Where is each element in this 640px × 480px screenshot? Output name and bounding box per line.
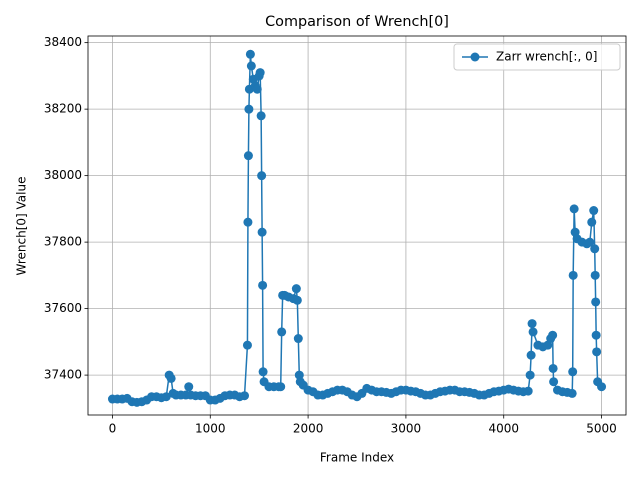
data-point	[548, 330, 558, 340]
data-point	[585, 237, 595, 247]
data-point	[293, 334, 303, 344]
data-point	[257, 227, 267, 237]
data-point	[243, 217, 253, 227]
data-point	[567, 388, 577, 398]
data-point	[528, 327, 538, 337]
plot-frame	[87, 35, 627, 416]
data-point	[258, 280, 268, 290]
data-point	[292, 295, 302, 305]
y-tick-label: 38000	[44, 168, 82, 182]
data-point	[291, 284, 301, 294]
x-tick-label: 1000	[195, 422, 226, 436]
data-point	[568, 367, 578, 377]
data-point	[568, 270, 578, 280]
data-point	[592, 347, 602, 357]
data-line	[112, 54, 603, 404]
chart-title: Comparison of Wrench[0]	[265, 14, 449, 30]
x-axis-label: Frame Index	[320, 451, 394, 465]
data-point	[240, 391, 250, 401]
y-tick-label: 38200	[44, 102, 82, 116]
data-point	[549, 377, 559, 387]
legend: Zarr wrench[:, 0]	[453, 43, 621, 71]
data-point	[548, 363, 558, 373]
data-point	[244, 104, 254, 114]
data-point	[257, 171, 267, 181]
data-point	[590, 270, 600, 280]
legend-marker	[470, 52, 480, 62]
x-tick-label: 5000	[586, 422, 617, 436]
legend-label: Zarr wrench[:, 0]	[496, 50, 597, 64]
data-point	[255, 68, 265, 78]
y-tick-label: 37600	[44, 301, 82, 315]
data-point	[527, 319, 537, 329]
data-point	[569, 204, 579, 214]
data-point	[258, 367, 268, 377]
data-point	[243, 151, 253, 161]
data-point	[276, 382, 286, 392]
data-point	[597, 382, 607, 392]
y-tick-label: 38400	[44, 35, 82, 49]
data-point	[252, 84, 262, 94]
data-point	[587, 217, 597, 227]
data-point	[161, 392, 171, 402]
data-point	[591, 330, 601, 340]
data-point	[526, 350, 536, 360]
data-point	[589, 206, 599, 216]
data-point	[590, 244, 600, 254]
x-tick-label: 3000	[391, 422, 422, 436]
data-point	[166, 373, 176, 383]
x-tick-label: 0	[109, 422, 117, 436]
data-point	[245, 49, 255, 59]
data-point	[242, 340, 252, 350]
legend-box	[453, 43, 621, 71]
data-point	[277, 327, 287, 337]
y-tick-label: 37800	[44, 235, 82, 249]
data-point	[591, 297, 601, 307]
data-point	[246, 61, 256, 71]
data-point	[525, 370, 535, 380]
data-point	[523, 386, 533, 396]
x-tick-label: 4000	[488, 422, 519, 436]
data-point	[184, 382, 194, 392]
x-tick-label: 2000	[293, 422, 324, 436]
y-axis-label: Wrench[0] Value	[15, 177, 29, 276]
y-tick-label: 37400	[44, 368, 82, 382]
data-point	[294, 370, 304, 380]
data-point	[256, 111, 266, 121]
